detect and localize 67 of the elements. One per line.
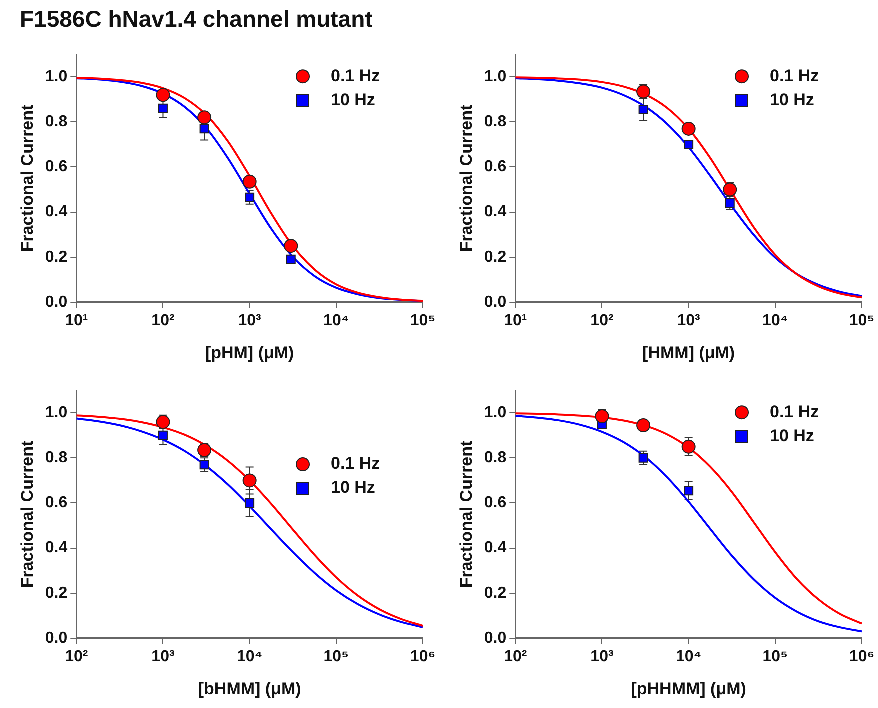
x-tick-label: 10⁶ bbox=[849, 648, 875, 666]
point bbox=[284, 239, 298, 254]
x-tick-label: 10¹ bbox=[504, 312, 528, 330]
y-tick-label: 0.2 bbox=[484, 248, 507, 266]
x-tick-label: 10³ bbox=[590, 648, 614, 666]
legend-label: 10 Hz bbox=[770, 90, 814, 110]
y-tick-label: 0.8 bbox=[484, 450, 507, 467]
y-tick-label: 0.0 bbox=[45, 294, 68, 311]
legend-label: 0.1 Hz bbox=[770, 66, 820, 86]
x-tick-label: 10² bbox=[504, 648, 528, 666]
legend-label: 10 Hz bbox=[331, 90, 376, 110]
y-tick-label: 0.6 bbox=[484, 158, 507, 176]
point bbox=[198, 110, 212, 125]
y-tick-label: 1.0 bbox=[45, 404, 68, 422]
x-tick-label: 10⁵ bbox=[849, 312, 875, 330]
y-tick-label: 0.6 bbox=[484, 494, 507, 512]
x-tick-label: 10³ bbox=[238, 312, 262, 330]
y-axis-title: Fractional Current bbox=[456, 104, 476, 252]
x-tick-label: 10¹ bbox=[65, 312, 88, 330]
y-tick-label: 0.6 bbox=[45, 494, 68, 512]
y-axis-title: Fractional Current bbox=[18, 104, 37, 252]
y-tick-label: 0.0 bbox=[484, 630, 507, 647]
y-tick-label: 0.2 bbox=[45, 248, 68, 266]
y-tick-label: 0.2 bbox=[45, 584, 68, 602]
y-axis-title: Fractional Current bbox=[456, 440, 476, 588]
point bbox=[242, 174, 257, 189]
legend-label: 0.1 Hz bbox=[331, 66, 380, 86]
x-tick-label: 10² bbox=[590, 312, 614, 330]
x-tick-label: 10³ bbox=[677, 312, 700, 330]
x-tick-label: 10² bbox=[65, 648, 88, 666]
y-tick-label: 0.4 bbox=[45, 540, 68, 557]
x-tick-label: 10² bbox=[152, 312, 175, 330]
y-tick-label: 1.0 bbox=[45, 68, 68, 86]
y-tick-label: 0.8 bbox=[45, 450, 68, 467]
legend-label: 0.1 Hz bbox=[331, 454, 380, 474]
y-tick-label: 0.0 bbox=[45, 630, 68, 647]
y-tick-label: 1.0 bbox=[484, 68, 507, 86]
x-axis-title: [pHHMM] (μM) bbox=[631, 679, 746, 698]
y-tick-label: 1.0 bbox=[484, 404, 507, 422]
x-tick-label: 10⁵ bbox=[410, 312, 436, 330]
y-tick-label: 0.4 bbox=[484, 540, 507, 557]
point bbox=[156, 88, 170, 102]
chart-title: F1586C hNav1.4 channel mutant bbox=[20, 6, 373, 33]
x-tick-label: 10⁴ bbox=[324, 312, 350, 330]
point bbox=[158, 104, 168, 114]
x-tick-label: 10⁵ bbox=[762, 648, 788, 666]
legend-label: 0.1 Hz bbox=[770, 402, 820, 422]
y-tick-label: 0.6 bbox=[45, 158, 68, 176]
y-tick-label: 0.0 bbox=[484, 294, 507, 311]
y-tick-label: 0.4 bbox=[45, 204, 68, 221]
x-tick-label: 10³ bbox=[152, 648, 175, 666]
x-axis-title: [bHMM] (μM) bbox=[198, 679, 302, 698]
y-axis-title: Fractional Current bbox=[18, 440, 37, 588]
legend-label: 10 Hz bbox=[331, 478, 376, 498]
y-tick-label: 0.8 bbox=[45, 114, 68, 131]
y-tick-label: 0.4 bbox=[484, 204, 507, 221]
x-tick-label: 10⁶ bbox=[410, 648, 436, 666]
legend-label: 10 Hz bbox=[770, 426, 814, 446]
y-tick-label: 0.2 bbox=[484, 584, 507, 602]
x-tick-label: 10⁴ bbox=[676, 648, 702, 666]
point bbox=[200, 124, 210, 134]
x-axis-title: [pHM] (μM) bbox=[205, 343, 294, 362]
x-axis-title: [HMM] (μM) bbox=[642, 343, 736, 362]
x-tick-label: 10⁵ bbox=[324, 648, 350, 666]
y-tick-label: 0.8 bbox=[484, 114, 507, 131]
x-tick-label: 10⁴ bbox=[762, 312, 788, 330]
x-tick-label: 10⁴ bbox=[236, 648, 263, 666]
